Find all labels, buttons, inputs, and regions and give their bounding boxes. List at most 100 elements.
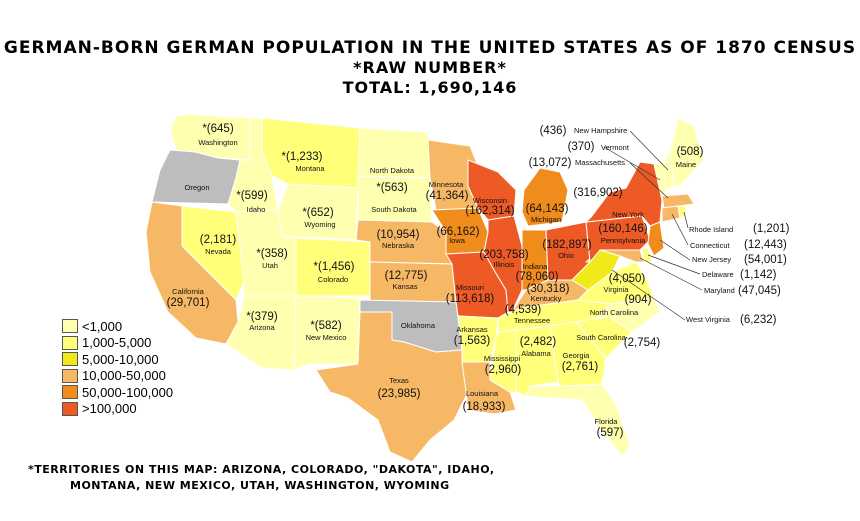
label-mississippi: Mississippi bbox=[484, 354, 521, 363]
label-pennsylvania: Pennsylvania bbox=[601, 236, 646, 245]
footnote-line: MONTANA, NEW MEXICO, UTAH, WASHINGTON, W… bbox=[70, 479, 450, 492]
label-connecticut: Connecticut bbox=[690, 241, 731, 250]
value-new-mexico: *(582) bbox=[310, 320, 341, 332]
state-maryland bbox=[599, 249, 645, 263]
state-delaware bbox=[641, 247, 653, 263]
value-west-virginia: (6,232) bbox=[740, 314, 777, 326]
value-nevada: (2,181) bbox=[200, 234, 237, 246]
state-new-mexico bbox=[293, 295, 361, 371]
label-north-carolina: North Carolina bbox=[590, 308, 639, 317]
value-colorado: *(1,456) bbox=[314, 261, 355, 273]
value-delaware: (1,142) bbox=[740, 269, 777, 281]
label-california: California bbox=[172, 287, 205, 296]
label-west-virginia: West Virginia bbox=[686, 315, 731, 324]
value-montana: *(1,233) bbox=[282, 151, 323, 163]
state-wyoming bbox=[277, 183, 359, 241]
label-ohio: Ohio bbox=[558, 251, 574, 260]
label-montana: Montana bbox=[295, 164, 325, 173]
label-minnesota: Minnesota bbox=[429, 180, 464, 189]
legend-item: 1,000-5,000 bbox=[62, 335, 173, 352]
label-indiana: Indiana bbox=[523, 262, 548, 271]
legend-swatch bbox=[62, 368, 78, 383]
state-louisiana bbox=[461, 361, 517, 415]
label-new-hampshire: New Hampshire bbox=[574, 126, 627, 135]
label-nevada: Nevada bbox=[205, 247, 232, 256]
label-iowa: Iowa bbox=[449, 236, 466, 245]
value-connecticut: (12,443) bbox=[744, 239, 787, 251]
value-washington: *(645) bbox=[202, 123, 233, 135]
label-north-dakota: North Dakota bbox=[370, 166, 415, 175]
label-delaware: Delaware bbox=[702, 270, 734, 279]
value-indiana: (78,060) bbox=[516, 271, 559, 283]
value-nebraska: (10,954) bbox=[377, 229, 420, 241]
label-wisconsin: Wisconsin bbox=[473, 196, 507, 205]
value-louisiana: (18,933) bbox=[463, 401, 506, 413]
legend-swatch bbox=[62, 319, 78, 334]
legend-swatch bbox=[62, 385, 78, 400]
value-illinois: (203,758) bbox=[479, 249, 528, 261]
value-north-carolina: (904) bbox=[625, 294, 652, 306]
label-illinois: Illinois bbox=[494, 260, 515, 269]
value-idaho: *(599) bbox=[236, 190, 267, 202]
legend-label: 50,000-100,000 bbox=[82, 384, 174, 400]
label-missouri: Missouri bbox=[456, 283, 484, 292]
label-florida: Florida bbox=[595, 417, 619, 426]
state-florida bbox=[525, 383, 631, 457]
state-illinois bbox=[483, 215, 523, 313]
territories-footnote: *TERRITORIES ON THIS MAP: ARIZONA, COLOR… bbox=[28, 462, 495, 494]
leader-lines bbox=[603, 130, 703, 321]
value-utah: *(358) bbox=[256, 248, 287, 260]
label-arizona: Arizona bbox=[249, 323, 275, 332]
label-wyoming: Wyoming bbox=[304, 220, 335, 229]
value-michigan: (64,143) bbox=[526, 203, 569, 215]
label-south-carolina: South Carolina bbox=[576, 333, 626, 342]
label-massachusetts: Massachusetts bbox=[575, 158, 625, 167]
label-colorado: Colorado bbox=[318, 275, 348, 284]
legend-item: >100,000 bbox=[62, 401, 173, 418]
label-tennessee: Tennessee bbox=[514, 316, 550, 325]
value-georgia: (2,761) bbox=[562, 361, 599, 373]
legend-item: 10,000-50,000 bbox=[62, 368, 173, 385]
legend-label: >100,000 bbox=[82, 401, 137, 417]
state-rhode-island bbox=[677, 205, 687, 219]
label-utah: Utah bbox=[262, 261, 278, 270]
value-south-carolina: (2,754) bbox=[624, 337, 661, 349]
map-title: GERMAN-BORN GERMAN POPULATION IN THE UNI… bbox=[3, 38, 857, 58]
label-oklahoma: Oklahoma bbox=[401, 321, 436, 330]
label-nebraska: Nebraska bbox=[382, 241, 415, 250]
label-maryland: Maryland bbox=[704, 286, 735, 295]
state-new-jersey bbox=[647, 221, 665, 257]
state-value-labels: *(645) *(1,233) *(599) *(563) *(652) (2,… bbox=[167, 123, 790, 439]
state-massachusetts bbox=[661, 193, 695, 209]
legend-item: 50,000-100,000 bbox=[62, 384, 173, 401]
map-total: TOTAL: 1,690,146 bbox=[342, 78, 518, 97]
state-name-labels: Washington Oregon Montana Idaho North Da… bbox=[172, 126, 735, 426]
value-virginia: (4,050) bbox=[609, 273, 646, 285]
legend-swatch bbox=[62, 401, 78, 416]
label-idaho: Idaho bbox=[247, 205, 266, 214]
label-new-york: New York bbox=[612, 210, 644, 219]
map-subtitle: *RAW NUMBER* bbox=[353, 58, 507, 77]
value-massachusetts: (13,072) bbox=[529, 157, 572, 169]
state-texas bbox=[315, 311, 469, 463]
legend-item: 5,000-10,000 bbox=[62, 351, 173, 368]
label-new-jersey: New Jersey bbox=[692, 255, 731, 264]
state-michigan bbox=[521, 167, 569, 227]
value-kentucky: (30,318) bbox=[527, 283, 570, 295]
value-wisconsin: (162,314) bbox=[465, 205, 514, 217]
value-iowa: (66,162) bbox=[437, 226, 480, 238]
label-georgia: Georgia bbox=[563, 351, 591, 360]
legend-swatch bbox=[62, 352, 78, 367]
legend-label: <1,000 bbox=[82, 318, 123, 334]
legend-swatch bbox=[62, 335, 78, 350]
legend-label: 5,000-10,000 bbox=[82, 351, 159, 367]
label-alabama: Alabama bbox=[521, 349, 551, 358]
label-washington: Washington bbox=[198, 138, 237, 147]
label-rhode-island: Rhode Island bbox=[689, 225, 733, 234]
value-florida: (597) bbox=[597, 427, 624, 439]
value-minnesota: (41,364) bbox=[426, 190, 469, 202]
footnote-line: *TERRITORIES ON THIS MAP: ARIZONA, COLOR… bbox=[28, 463, 495, 476]
label-louisiana: Louisiana bbox=[466, 389, 499, 398]
label-texas: Texas bbox=[389, 376, 409, 385]
